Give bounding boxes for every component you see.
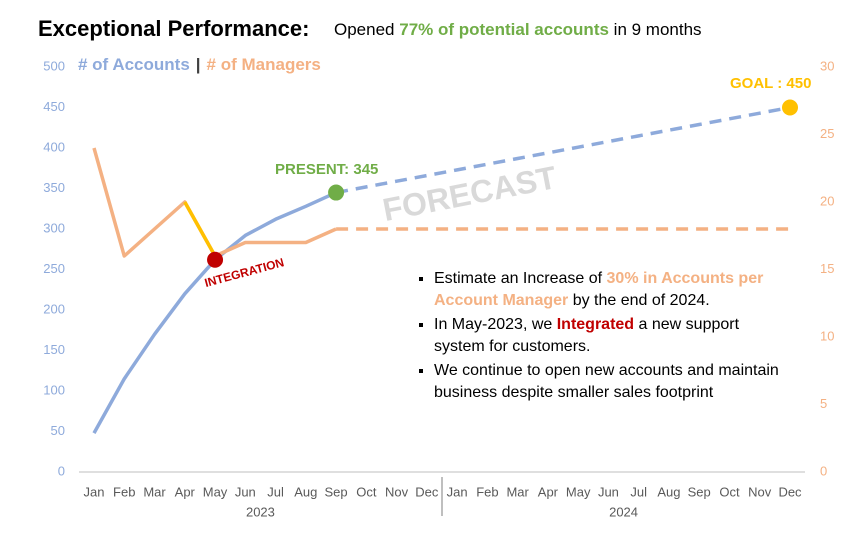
x-tick-label: Jul — [630, 484, 647, 499]
bullet: We continue to open new accounts and mai… — [434, 360, 793, 404]
subtitle-part: 77% of potential accounts — [399, 20, 609, 39]
chart-title: Exceptional Performance: — [38, 16, 309, 41]
x-tick-label: Nov — [385, 484, 409, 499]
annotation: GOAL : 450 — [730, 75, 811, 92]
notes: Estimate an Increase of 30% in Accounts … — [408, 268, 793, 406]
x-tick-label: Aug — [657, 484, 680, 499]
year-label: 2024 — [609, 504, 638, 519]
x-tick-label: Mar — [506, 484, 529, 499]
y2-tick-label: 15 — [820, 261, 834, 276]
x-tick-label: Jan — [84, 484, 105, 499]
x-tick-label: Mar — [143, 484, 166, 499]
x-tick-label: Sep — [688, 484, 711, 499]
x-tick-label: May — [566, 484, 591, 499]
annotation: PRESENT: 345 — [275, 161, 378, 178]
y-tick-label: 50 — [51, 423, 65, 438]
x-tick-label: Feb — [113, 484, 135, 499]
y2-tick-label: 25 — [820, 126, 834, 141]
x-tick-label: Apr — [538, 484, 559, 499]
subtitle-part: Opened — [334, 20, 399, 39]
y-tick-label: 200 — [43, 301, 65, 316]
x-tick-label: Jun — [235, 484, 256, 499]
bullet-text: 30% in Accounts per Account Manager — [434, 270, 764, 309]
x-tick-label: Nov — [748, 484, 772, 499]
subtitle: Opened 77% of potential accounts in 9 mo… — [334, 20, 702, 39]
x-tick-label: Jan — [447, 484, 468, 499]
series-line — [335, 105, 791, 195]
marker — [207, 251, 224, 268]
bullet-text: In May-2023, we — [434, 316, 557, 333]
marker — [328, 184, 345, 201]
y2-tick-label: 0 — [820, 463, 827, 478]
y-tick-label: 450 — [43, 99, 65, 114]
x-tick-label: Apr — [175, 484, 196, 499]
x-tick-label: Dec — [778, 484, 802, 499]
bullet: In May-2023, we Integrated a new support… — [434, 314, 793, 358]
x-tick-label: Sep — [325, 484, 348, 499]
bullet-text: by the end of 2024. — [568, 292, 710, 309]
bullet-text: Integrated — [556, 316, 635, 333]
x-tick-label: Aug — [294, 484, 317, 499]
series-line — [183, 201, 217, 257]
year-label: 2023 — [246, 504, 275, 519]
x-tick-label: Jul — [267, 484, 284, 499]
x-tick-label: Dec — [415, 484, 439, 499]
x-tick-label: Oct — [356, 484, 377, 499]
y-tick-label: 150 — [43, 342, 65, 357]
y-tick-label: 350 — [43, 180, 65, 195]
y-tick-label: 0 — [58, 463, 65, 478]
x-tick-label: Oct — [719, 484, 740, 499]
y-tick-label: 500 — [43, 58, 65, 73]
watermark: FORECAST — [380, 159, 560, 228]
y-tick-label: 400 — [43, 139, 65, 154]
legend: # of Accounts | # of Managers — [78, 55, 321, 74]
bullet-text: We continue to open new accounts and mai… — [434, 362, 779, 401]
y-tick-label: 250 — [43, 261, 65, 276]
x-tick-label: Jun — [598, 484, 619, 499]
series-line — [92, 190, 337, 434]
x-tick-label: May — [203, 484, 228, 499]
x-tick-label: Feb — [476, 484, 498, 499]
legend-entry: # of Accounts — [78, 55, 190, 74]
y2-tick-label: 5 — [820, 396, 827, 411]
legend-entry: | — [196, 55, 201, 74]
marker — [782, 99, 798, 116]
legend-entry: # of Managers — [207, 55, 321, 74]
bullet-text: a new support system for customers. — [434, 316, 740, 355]
subtitle-part: in 9 months — [609, 20, 702, 39]
y2-tick-label: 20 — [820, 193, 834, 208]
bullet: Estimate an Increase of 30% in Accounts … — [434, 268, 793, 312]
y2-tick-label: 10 — [820, 328, 834, 343]
y2-tick-label: 30 — [820, 58, 834, 73]
y-tick-label: 100 — [43, 382, 65, 397]
bullet-list: Estimate an Increase of 30% in Accounts … — [408, 268, 793, 404]
y-tick-label: 300 — [43, 220, 65, 235]
bullet-text: Estimate an Increase of — [434, 270, 607, 287]
